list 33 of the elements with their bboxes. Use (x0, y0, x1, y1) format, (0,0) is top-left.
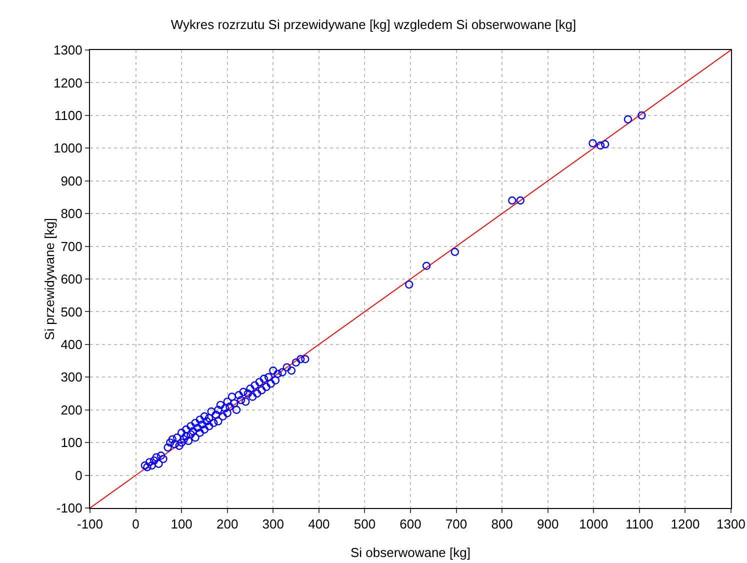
y-tick-label: 300 (60, 370, 82, 385)
chart-title: Wykres rozrzutu Si przewidywane [kg] wzgledem Si obserwowane [kg] (170, 16, 576, 32)
y-tick-label: 400 (60, 336, 82, 352)
x-tick-label: 1200 (670, 516, 700, 532)
y-tick-label: 600 (60, 272, 82, 287)
y-tick-label: 1200 (53, 75, 82, 90)
x-axis-title: Si obserwowane [kg] (350, 545, 470, 560)
y-tick-label: 100 (60, 435, 82, 450)
x-tick-label: -100 (76, 516, 104, 532)
y-axis-title: Si przewidywane [kg] (42, 218, 57, 340)
x-tick-label: 0 (132, 516, 140, 532)
y-tick-label: 500 (60, 304, 82, 320)
x-tick-label: 1100 (625, 516, 654, 532)
x-tick-label: 800 (491, 516, 513, 532)
y-tick-label: 800 (60, 206, 82, 222)
x-tick-label: 200 (216, 516, 238, 532)
y-tick-label: 1300 (53, 42, 82, 58)
y-tick-label: 1000 (53, 140, 82, 156)
y-tick-label: 1100 (54, 108, 82, 123)
x-tick-label: 700 (445, 516, 468, 532)
x-tick-label: 300 (262, 516, 284, 532)
y-tick-label: 200 (60, 402, 82, 418)
y-tick-label: 700 (60, 238, 82, 254)
x-tick-label: 1300 (716, 516, 746, 532)
x-tick-label: 900 (537, 516, 559, 532)
x-tick-label: 400 (308, 516, 330, 532)
y-tick-label: 0 (75, 468, 82, 483)
y-tick-label: -100 (56, 500, 82, 516)
x-tick-label: 1000 (579, 516, 608, 532)
x-tick-label: 100 (170, 516, 192, 532)
x-tick-label: 600 (400, 516, 422, 532)
y-tick-label: 900 (60, 173, 82, 188)
x-tick-label: 500 (354, 516, 376, 532)
